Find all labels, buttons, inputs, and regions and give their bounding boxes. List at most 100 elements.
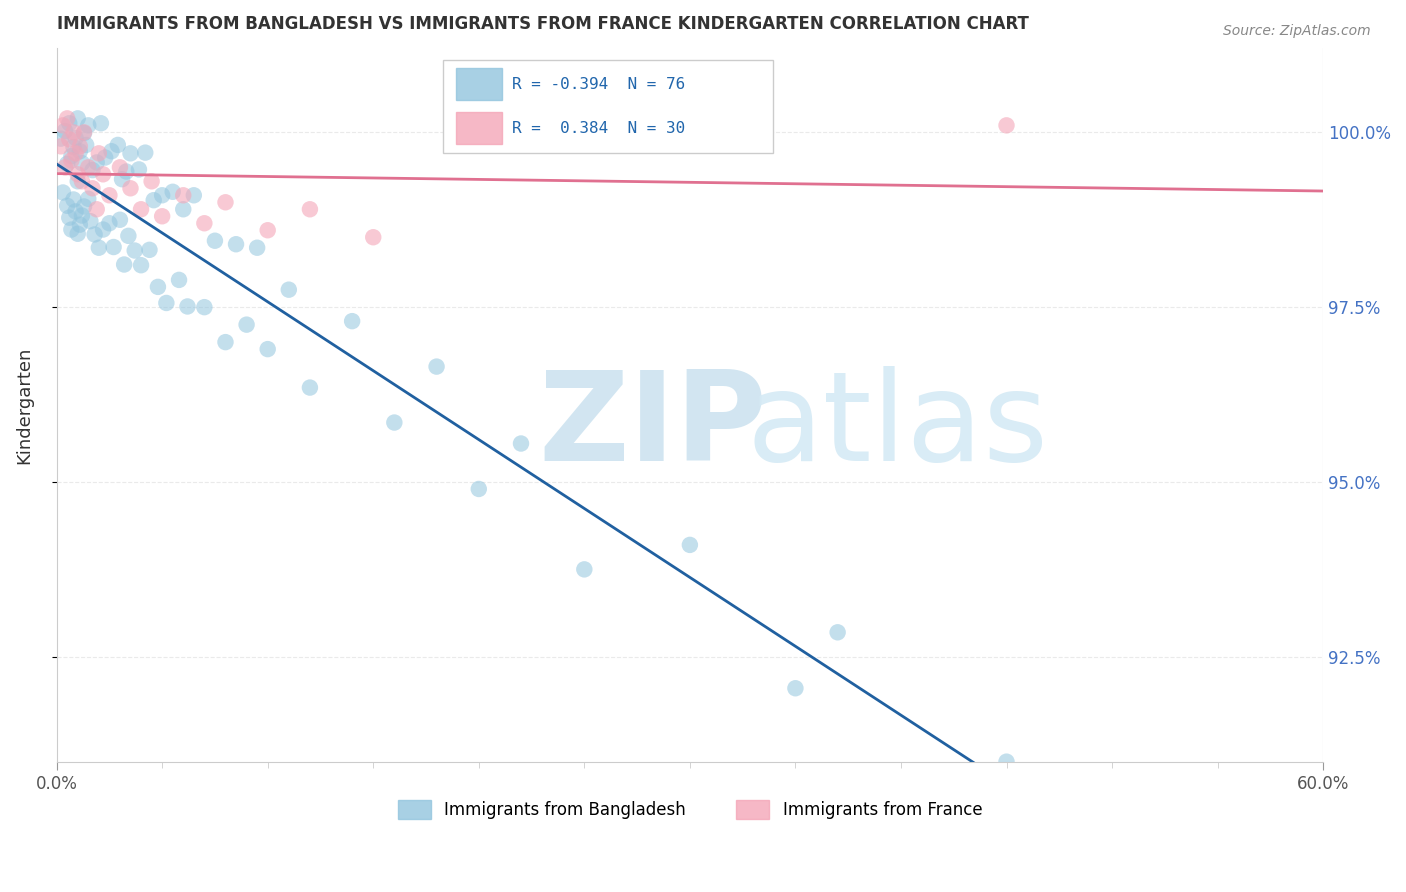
Point: [361, 230, 384, 244]
Point: [155, 296, 177, 310]
Bar: [456, 68, 502, 100]
Point: [90, 116, 112, 130]
Point: [91, 167, 114, 181]
Point: [204, 234, 226, 248]
Point: [70, 156, 93, 170]
Point: [56, 199, 79, 213]
Point: [56, 157, 79, 171]
Point: [117, 228, 139, 243]
Point: [468, 482, 491, 496]
Point: [827, 625, 849, 640]
Point: [77, 161, 100, 175]
Point: [73, 125, 96, 139]
Point: [679, 538, 702, 552]
Point: [246, 241, 269, 255]
Point: [129, 258, 152, 272]
Text: Source: ZipAtlas.com: Source: ZipAtlas.com: [1223, 24, 1371, 38]
Point: [56, 112, 79, 126]
Point: [66, 174, 89, 188]
Point: [141, 174, 163, 188]
Point: [73, 199, 96, 213]
Text: R =  0.384  N = 30: R = 0.384 N = 30: [512, 120, 686, 136]
Point: [298, 380, 321, 394]
Point: [128, 162, 150, 177]
Point: [65, 204, 87, 219]
Point: [183, 188, 205, 202]
Point: [256, 223, 278, 237]
Point: [225, 237, 247, 252]
Point: [100, 145, 122, 159]
Point: [193, 300, 215, 314]
Point: [298, 202, 321, 217]
Point: [108, 212, 131, 227]
Point: [52, 119, 75, 133]
Point: [134, 145, 156, 160]
Point: [426, 359, 449, 374]
Point: [112, 258, 135, 272]
Point: [103, 240, 125, 254]
Point: [58, 116, 80, 130]
Point: [574, 562, 596, 576]
Point: [77, 119, 100, 133]
Point: [66, 227, 89, 241]
Point: [83, 227, 105, 242]
Point: [60, 153, 83, 168]
Point: [49, 139, 72, 153]
Text: atlas: atlas: [747, 366, 1049, 487]
Text: ZIP: ZIP: [538, 366, 766, 487]
Point: [91, 222, 114, 236]
Point: [86, 202, 108, 217]
Point: [62, 193, 84, 207]
Point: [108, 161, 131, 175]
Legend: Immigrants from Bangladesh, Immigrants from France: Immigrants from Bangladesh, Immigrants f…: [391, 793, 988, 826]
Point: [172, 188, 194, 202]
Point: [107, 137, 129, 152]
Point: [277, 283, 299, 297]
Point: [150, 209, 173, 223]
Point: [66, 167, 89, 181]
Point: [52, 186, 75, 200]
Point: [193, 216, 215, 230]
Point: [120, 181, 142, 195]
Point: [167, 273, 190, 287]
Point: [382, 416, 405, 430]
Bar: [456, 112, 502, 145]
Point: [66, 112, 89, 126]
Point: [94, 151, 117, 165]
Point: [60, 149, 83, 163]
Point: [124, 244, 146, 258]
Point: [120, 146, 142, 161]
Point: [70, 209, 93, 223]
Point: [176, 300, 198, 314]
Point: [73, 126, 96, 140]
Point: [53, 124, 76, 138]
Point: [69, 139, 91, 153]
Point: [49, 131, 72, 145]
Point: [995, 755, 1018, 769]
Point: [65, 146, 87, 161]
Point: [146, 280, 169, 294]
Point: [98, 216, 121, 230]
Point: [340, 314, 363, 328]
Point: [138, 243, 160, 257]
Point: [162, 185, 184, 199]
Point: [60, 222, 83, 236]
Point: [510, 436, 533, 450]
Point: [995, 119, 1018, 133]
Point: [70, 174, 93, 188]
Point: [111, 172, 134, 186]
Point: [235, 318, 257, 332]
Point: [142, 193, 165, 207]
Point: [65, 131, 87, 145]
Y-axis label: Kindergarten: Kindergarten: [15, 346, 32, 464]
Point: [62, 140, 84, 154]
Point: [79, 214, 101, 228]
Text: IMMIGRANTS FROM BANGLADESH VS IMMIGRANTS FROM FRANCE KINDERGARTEN CORRELATION CH: IMMIGRANTS FROM BANGLADESH VS IMMIGRANTS…: [56, 15, 1028, 33]
Point: [82, 181, 104, 195]
Point: [256, 342, 278, 356]
Point: [150, 188, 173, 202]
Point: [82, 163, 104, 178]
Point: [115, 164, 138, 178]
Point: [87, 241, 110, 255]
Point: [214, 195, 236, 210]
